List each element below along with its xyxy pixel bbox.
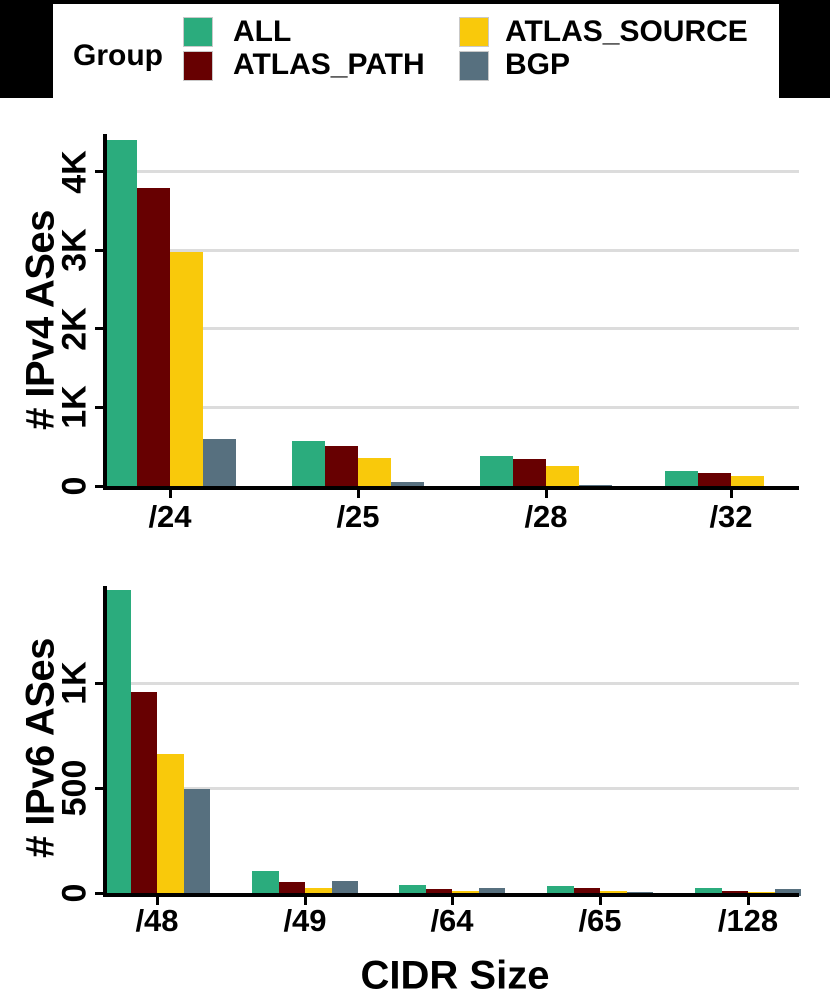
bar-ALL-/65: [547, 885, 574, 896]
legend-label-bgp: BGP: [505, 48, 571, 81]
bar-BGP-/48: [183, 788, 210, 896]
gridline-1K: [106, 681, 799, 685]
bar-ATLAS_PATH-/49: [278, 882, 305, 896]
y-tick-500: [95, 786, 103, 790]
x-tick-/28: [544, 489, 548, 498]
bar-BGP-/64: [478, 887, 505, 896]
bar-ATLAS_PATH-/65: [573, 887, 600, 896]
y-tick-label-0: 0: [55, 883, 94, 903]
x-tick-label-/48: /48: [135, 903, 179, 938]
left-black-bar: [0, 0, 53, 98]
x-tick-label-/65: /65: [578, 903, 622, 938]
ipv4-y-axis-title: # IPv4 ASes: [18, 210, 63, 430]
bar-ALL-/48: [104, 590, 131, 896]
bar-BGP-/128: [774, 889, 801, 896]
gridline-1K: [106, 405, 799, 409]
bar-ATLAS_PATH-/32: [698, 473, 731, 489]
y-tick-3K: [95, 248, 103, 252]
y-tick-label-0: 0: [55, 476, 94, 496]
bar-ATLAS_PATH-/25: [325, 445, 358, 489]
x-axis-line: [103, 486, 799, 490]
x-tick-label-/24: /24: [148, 499, 192, 534]
legend-label-all: ALL: [233, 15, 292, 48]
legend-swatch-atlas-path: [183, 51, 213, 81]
bar-ATLAS_SOURCE-/32: [731, 476, 764, 489]
legend-label-atlas-source: ATLAS_SOURCE: [505, 15, 748, 48]
bar-ALL-/24: [104, 140, 137, 489]
y-tick-0: [95, 891, 103, 895]
legend-swatch-bgp: [459, 51, 489, 81]
x-tick-/24: [168, 489, 172, 498]
bar-BGP-/25: [391, 482, 424, 489]
bar-ATLAS_PATH-/24: [137, 188, 170, 489]
bar-ALL-/32: [665, 471, 698, 489]
gridline-4K: [106, 170, 799, 174]
x-tick-/64: [450, 896, 454, 905]
bar-ATLAS_PATH-/64: [425, 889, 452, 896]
y-tick-1K: [95, 405, 103, 409]
x-tick-label-/25: /25: [336, 499, 380, 534]
bar-ALL-/28: [480, 456, 513, 489]
bar-BGP-/49: [331, 881, 358, 896]
legend-swatch-all: [183, 17, 213, 47]
gridline-3K: [106, 248, 799, 252]
x-tick-/49: [303, 896, 307, 905]
bar-ATLAS_SOURCE-/24: [170, 252, 203, 489]
bar-ATLAS_PATH-/28: [513, 458, 546, 489]
x-tick-/48: [155, 896, 159, 905]
y-tick-4K: [95, 170, 103, 174]
legend-title: Group: [73, 39, 163, 72]
x-tick-label-/128: /128: [717, 903, 779, 938]
x-axis-title: CIDR Size: [360, 953, 550, 998]
x-tick-/128: [746, 896, 750, 905]
y-axis-line: [103, 586, 107, 897]
bar-ATLAS_SOURCE-/48: [157, 753, 184, 896]
top-black-strip: [0, 0, 830, 4]
x-axis-line: [103, 893, 799, 897]
bar-ATLAS_SOURCE-/25: [358, 458, 391, 489]
bar-ALL-/64: [399, 885, 426, 896]
x-tick-label-/28: /28: [524, 499, 568, 534]
x-tick-label-/49: /49: [283, 903, 327, 938]
legend-swatch-atlas-source: [459, 17, 489, 47]
bar-ALL-/128: [695, 887, 722, 896]
gridline-2K: [106, 327, 799, 331]
bar-ATLAS_SOURCE-/49: [305, 887, 332, 896]
x-tick-/32: [729, 489, 733, 498]
x-tick-/65: [598, 896, 602, 905]
gridline-500: [106, 786, 799, 790]
y-tick-label-4K: 4K: [55, 149, 94, 194]
bar-ATLAS_PATH-/48: [130, 691, 157, 896]
x-tick-label-/32: /32: [709, 499, 753, 534]
legend-label-atlas-path: ATLAS_PATH: [233, 48, 425, 81]
y-axis-line: [103, 134, 107, 490]
y-tick-1K: [95, 681, 103, 685]
x-tick-label-/64: /64: [430, 903, 474, 938]
bar-ALL-/25: [292, 441, 325, 489]
y-tick-0: [95, 484, 103, 488]
bar-BGP-/24: [203, 439, 236, 489]
bar-ATLAS_SOURCE-/28: [546, 465, 579, 489]
bar-ALL-/49: [252, 870, 279, 896]
ipv6-y-axis-title: # IPv6 ASes: [18, 638, 63, 858]
right-black-bar: [779, 0, 830, 98]
x-tick-/25: [356, 489, 360, 498]
y-tick-2K: [95, 327, 103, 331]
